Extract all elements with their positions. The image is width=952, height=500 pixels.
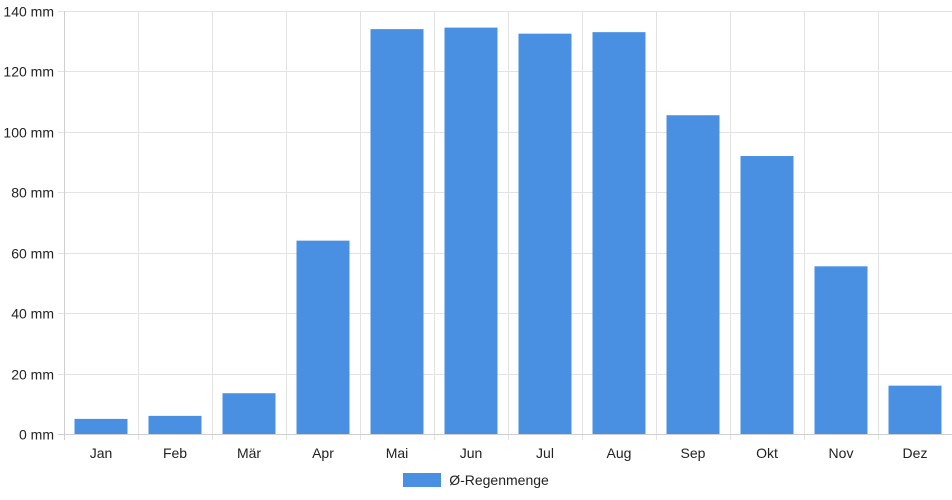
bars [74, 27, 942, 435]
bar-Apr [296, 240, 350, 434]
x-tick-label: Dez [903, 445, 928, 461]
y-tick-label: 40 mm [11, 306, 54, 322]
bar-Nov [814, 266, 868, 434]
x-tick-label: Aug [607, 445, 632, 461]
y-tick-label: 100 mm [3, 125, 54, 141]
legend-label: Ø-Regenmenge [449, 472, 549, 488]
bar-Okt [740, 156, 794, 434]
legend-swatch [403, 473, 442, 487]
bar-Jun [444, 27, 498, 434]
bar-Dez [888, 385, 942, 434]
bar-Jan [74, 418, 128, 434]
y-tick-label: 0 mm [19, 427, 54, 443]
y-tick-label: 60 mm [11, 246, 54, 262]
x-tick-label: Jan [90, 445, 113, 461]
grid-lines [58, 11, 952, 440]
bar-Mai [370, 29, 424, 434]
x-axis-tick-labels: Jan Feb Mär Apr Mai Jun Jul Aug Sep Okt Nov Dez [90, 445, 928, 461]
x-tick-label: Nov [829, 445, 854, 461]
x-tick-label: Apr [312, 445, 334, 461]
bar-Aug [592, 32, 646, 435]
y-tick-label: 140 mm [3, 4, 54, 20]
x-tick-label: Mär [237, 445, 261, 461]
x-tick-label: Jul [536, 445, 554, 461]
axes [58, 11, 952, 440]
y-tick-label: 20 mm [11, 367, 54, 383]
bar-Jul [518, 33, 572, 435]
x-tick-label: Sep [681, 445, 706, 461]
x-tick-label: Okt [756, 445, 778, 461]
bar-Sep [666, 115, 720, 434]
x-tick-label: Feb [163, 445, 187, 461]
y-axis-tick-labels: 0 mm 20 mm 40 mm 60 mm 80 mm 100 mm 120 mm 140 … [3, 4, 54, 443]
bar-Feb [148, 415, 202, 434]
x-tick-label: Jun [460, 445, 483, 461]
y-tick-label: 80 mm [11, 185, 54, 201]
x-tick-label: Mai [386, 445, 409, 461]
y-tick-label: 120 mm [3, 64, 54, 80]
bar-Mär [222, 393, 276, 434]
legend: Ø-Regenmenge [0, 472, 952, 488]
